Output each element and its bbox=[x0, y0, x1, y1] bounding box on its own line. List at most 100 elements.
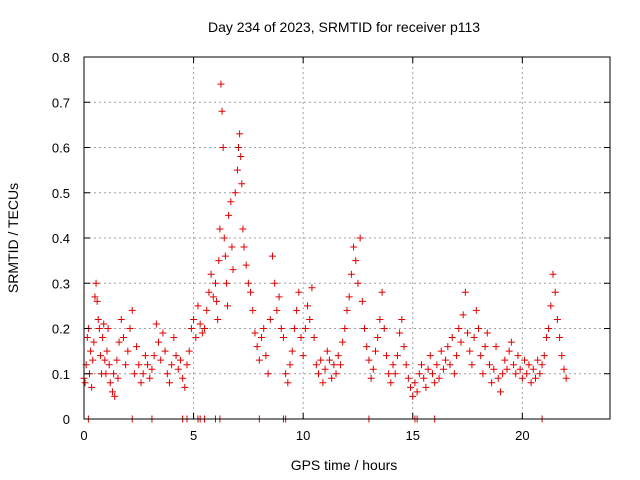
data-point bbox=[130, 370, 138, 378]
data-point bbox=[103, 347, 111, 355]
data-point bbox=[514, 352, 522, 360]
data-point bbox=[470, 334, 478, 342]
data-point bbox=[157, 356, 165, 364]
data-point bbox=[150, 352, 158, 360]
data-point bbox=[102, 370, 110, 378]
data-point bbox=[468, 361, 476, 369]
data-point bbox=[527, 379, 535, 387]
data-point bbox=[214, 315, 222, 323]
data-point bbox=[81, 379, 89, 387]
data-point bbox=[518, 374, 526, 382]
data-point bbox=[422, 383, 430, 391]
data-point bbox=[144, 361, 152, 369]
data-point bbox=[201, 325, 209, 332]
data-point bbox=[282, 370, 290, 378]
data-point bbox=[448, 334, 456, 342]
data-point bbox=[319, 379, 327, 387]
data-point bbox=[424, 365, 432, 373]
y-tick-label: 0.3 bbox=[52, 276, 70, 291]
data-point bbox=[146, 374, 154, 382]
data-point bbox=[549, 270, 557, 278]
data-point bbox=[236, 130, 244, 138]
data-point bbox=[277, 325, 285, 332]
y-axis-title: SRMTID / TECUs bbox=[5, 183, 21, 293]
data-point bbox=[477, 352, 485, 360]
data-point bbox=[288, 347, 296, 355]
data-point bbox=[168, 361, 176, 369]
y-tick-label: 0.5 bbox=[52, 186, 70, 201]
x-tick-label: 5 bbox=[190, 428, 197, 443]
data-point bbox=[371, 347, 379, 355]
data-point bbox=[389, 361, 397, 369]
data-point bbox=[93, 297, 101, 305]
data-point bbox=[503, 365, 511, 373]
data-point bbox=[240, 243, 248, 251]
data-point bbox=[301, 325, 309, 332]
data-point bbox=[163, 370, 171, 378]
data-point bbox=[170, 334, 178, 342]
data-point bbox=[376, 315, 384, 323]
data-point bbox=[534, 356, 542, 364]
data-point bbox=[100, 320, 108, 328]
data-point bbox=[83, 334, 91, 342]
data-point bbox=[485, 361, 493, 369]
chart-title: Day 234 of 2023, SRMTID for receiver p11… bbox=[208, 19, 480, 35]
data-point bbox=[499, 370, 507, 378]
data-point bbox=[352, 257, 360, 265]
data-point bbox=[444, 343, 452, 351]
y-tick-label: 0.4 bbox=[52, 231, 70, 246]
data-point bbox=[115, 338, 123, 346]
data-point bbox=[225, 211, 233, 219]
data-point bbox=[117, 315, 125, 323]
data-point bbox=[464, 329, 472, 337]
data-point bbox=[378, 288, 386, 296]
data-point bbox=[207, 270, 215, 278]
data-point bbox=[90, 338, 98, 346]
data-point bbox=[205, 288, 213, 296]
data-point bbox=[249, 306, 257, 314]
data-point bbox=[220, 234, 228, 242]
data-point bbox=[187, 325, 195, 332]
data-point bbox=[365, 356, 373, 364]
data-point bbox=[369, 365, 377, 373]
x-tick-label: 0 bbox=[80, 428, 87, 443]
data-point bbox=[209, 293, 217, 301]
data-point bbox=[217, 80, 225, 88]
data-point bbox=[113, 356, 121, 364]
data-point bbox=[299, 352, 307, 360]
data-point bbox=[114, 374, 122, 382]
data-point bbox=[295, 288, 303, 296]
data-point bbox=[216, 225, 224, 233]
data-point bbox=[540, 352, 548, 360]
data-point bbox=[492, 343, 500, 351]
data-point bbox=[433, 361, 441, 369]
data-point bbox=[89, 356, 97, 364]
data-point bbox=[336, 361, 344, 369]
data-point bbox=[247, 288, 255, 296]
data-point bbox=[293, 306, 301, 314]
data-point bbox=[238, 180, 246, 188]
data-point bbox=[255, 356, 263, 364]
data-point bbox=[91, 293, 99, 301]
data-point bbox=[268, 252, 276, 260]
data-point bbox=[141, 352, 149, 360]
data-point bbox=[531, 374, 539, 382]
data-point bbox=[244, 279, 252, 287]
data-point bbox=[179, 374, 187, 382]
data-point bbox=[159, 329, 167, 337]
data-point bbox=[334, 352, 342, 360]
data-point bbox=[523, 370, 531, 378]
data-point bbox=[396, 329, 404, 337]
data-point bbox=[176, 356, 184, 364]
data-point bbox=[558, 352, 566, 360]
data-point bbox=[94, 315, 102, 323]
data-point bbox=[228, 243, 236, 251]
data-point bbox=[101, 356, 109, 364]
data-point bbox=[251, 329, 259, 337]
data-point bbox=[382, 352, 390, 360]
data-point bbox=[253, 343, 261, 351]
data-point bbox=[385, 370, 393, 378]
data-point bbox=[325, 356, 333, 364]
data-point bbox=[110, 370, 118, 378]
